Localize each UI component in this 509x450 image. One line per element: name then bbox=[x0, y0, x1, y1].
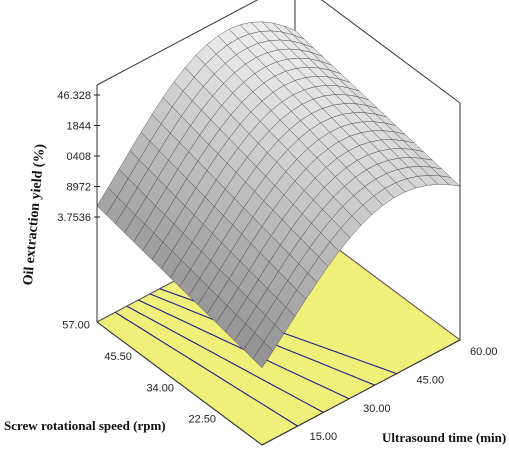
box-edge bbox=[96, 321, 263, 446]
y-tick-label: 57.00 bbox=[62, 320, 90, 332]
contour-line bbox=[114, 311, 298, 427]
z-tick-label: 0408 bbox=[67, 151, 91, 163]
plot-box-front bbox=[96, 85, 461, 446]
surface-cell bbox=[252, 341, 274, 369]
z-tick-label: 3.7536 bbox=[57, 212, 91, 224]
x-tick-label: 30.00 bbox=[363, 403, 391, 415]
x-axis-title: Ultrasound time (min) bbox=[382, 430, 506, 445]
z-tick-label: 46.328 bbox=[57, 90, 91, 102]
z-tick-label: 1844 bbox=[67, 121, 91, 133]
z-tick-label: 8972 bbox=[67, 182, 91, 194]
y-tick-label: 34.00 bbox=[146, 382, 174, 394]
box-edge bbox=[261, 339, 461, 446]
x-tick-label: 45.00 bbox=[417, 374, 445, 386]
y-tick-label: 45.50 bbox=[104, 351, 132, 363]
y-axis-title: Screw rotational speed (rpm) bbox=[4, 418, 166, 433]
response-surface bbox=[96, 21, 461, 369]
y-tick-label: 22.50 bbox=[189, 414, 217, 426]
axis-ticks: 46.328 1844 0408 8972 3.7536 22.50 34.00 45.50 5… bbox=[57, 90, 497, 443]
x-tick-label: 60.00 bbox=[470, 346, 498, 358]
z-axis-title: Oil extraction yield (%) bbox=[21, 143, 48, 286]
box-edge bbox=[320, 0, 461, 104]
box-edge bbox=[96, 0, 259, 86]
x-tick-label: 15.00 bbox=[310, 431, 338, 443]
contour-line bbox=[126, 305, 324, 413]
